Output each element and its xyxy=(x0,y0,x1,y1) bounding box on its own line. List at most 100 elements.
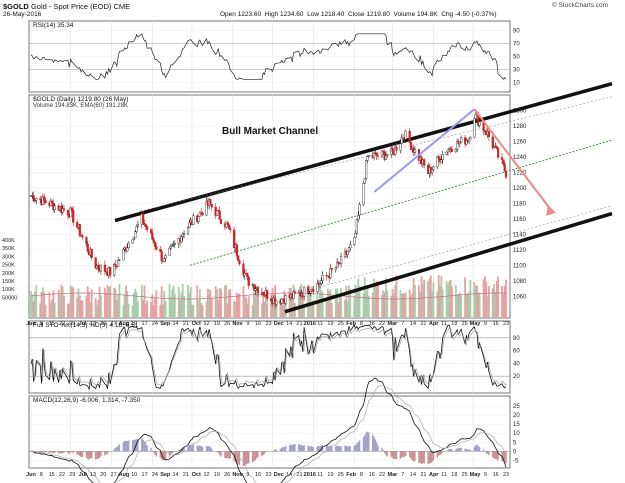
macd-hist-bar xyxy=(356,443,358,452)
volume-bar xyxy=(336,288,339,318)
volume-bar xyxy=(392,293,395,318)
x-label-price-34: 22 xyxy=(379,321,385,327)
macd-hist-bar xyxy=(419,451,421,464)
volume-bar xyxy=(133,292,135,318)
volume-bar xyxy=(402,292,404,318)
volume-bar xyxy=(151,294,154,318)
volume-bar xyxy=(105,293,108,318)
macd-hist-bar xyxy=(135,439,138,452)
macd-hist-bar xyxy=(160,451,163,460)
candle-body xyxy=(256,287,260,294)
sto-tick-1: 60 xyxy=(513,349,520,355)
macd-hist-bar xyxy=(321,445,324,452)
volume-bar xyxy=(385,278,387,318)
candle-body xyxy=(376,155,380,157)
volume-bar xyxy=(142,300,145,318)
candle-body xyxy=(478,121,481,126)
volume-bar xyxy=(78,295,81,318)
macd-hist-bar xyxy=(182,447,184,452)
macd-hist-bar xyxy=(137,439,139,452)
volume-bar xyxy=(97,299,100,318)
volume-bar xyxy=(440,275,443,318)
macd-hist-bar xyxy=(364,435,366,452)
candle-body xyxy=(44,200,47,204)
macd-hist-bar xyxy=(290,444,292,452)
volume-bar xyxy=(253,292,255,318)
macd-hist-bar xyxy=(191,445,193,452)
candle-body xyxy=(152,239,155,243)
volume-bar xyxy=(266,303,269,318)
volume-bar xyxy=(152,305,155,318)
volume-bar xyxy=(209,290,212,318)
candle-body xyxy=(246,273,249,278)
volume-bar xyxy=(210,297,213,318)
macd-hist-bar xyxy=(88,451,90,460)
macd-hist-bar xyxy=(344,445,346,452)
volume-bar xyxy=(154,298,156,318)
macd-hist-bar xyxy=(365,432,367,452)
volume-tick-1: 350K xyxy=(2,246,15,252)
volume-bar xyxy=(439,286,441,318)
x-label-price-40: 11 xyxy=(441,321,447,327)
candle-body xyxy=(143,223,146,225)
macd-hist-bar xyxy=(291,444,293,452)
candle-body xyxy=(382,150,385,153)
volume-bar xyxy=(412,277,415,318)
macd-hist-bar xyxy=(50,451,52,453)
macd-hist-bar xyxy=(255,451,258,459)
x-label-macd-33: 16 xyxy=(369,472,375,478)
macd-hist-bar xyxy=(61,451,64,454)
volume-bar xyxy=(81,300,84,318)
macd-hist-bar xyxy=(189,444,192,452)
x-label-macd-38: 21 xyxy=(420,472,426,478)
macd-hist-bar xyxy=(106,451,109,454)
volume-bar xyxy=(106,285,109,318)
macd-hist-bar xyxy=(331,445,333,452)
candle-body xyxy=(321,275,324,281)
macd-hist-bar xyxy=(59,451,61,454)
volume-bar xyxy=(482,279,485,318)
candle-body xyxy=(391,147,394,152)
volume-bar xyxy=(449,279,452,318)
volume-bar xyxy=(349,288,352,318)
volume-bar xyxy=(235,292,238,318)
volume-bar xyxy=(218,287,221,318)
macd-hist-bar xyxy=(284,445,287,452)
x-label-price-6: 13 xyxy=(90,321,96,327)
rsi-tick-1: 70 xyxy=(513,42,520,48)
candle-body xyxy=(330,268,333,270)
volume-bar xyxy=(473,282,476,318)
macd-hist-bar xyxy=(253,451,255,462)
volume-tick-3: 250K xyxy=(2,263,15,269)
volume-bar xyxy=(123,295,126,318)
candle-body xyxy=(500,157,504,160)
rsi-line xyxy=(30,33,507,80)
volume-bar xyxy=(367,296,370,318)
macd-hist-bar xyxy=(141,438,143,452)
macd-hist-bar xyxy=(104,451,106,456)
volume-tick-5: 150K xyxy=(2,279,15,285)
volume-bar xyxy=(115,300,118,318)
x-label-macd-34: 22 xyxy=(379,472,385,478)
volume-bar xyxy=(436,291,439,318)
candle-body xyxy=(131,239,134,244)
candle-body xyxy=(35,198,38,201)
volume-bar xyxy=(39,303,42,318)
volume-bar xyxy=(460,295,463,318)
x-label-price-9: Aug xyxy=(119,321,130,327)
volume-bar xyxy=(365,291,368,318)
macd-hist-bar xyxy=(275,449,278,452)
candle-body xyxy=(449,147,452,150)
macd-hist-bar xyxy=(150,447,152,452)
macd-hist-bar xyxy=(225,451,227,459)
x-label-macd-44: 9 xyxy=(484,472,487,478)
macd-hist-bar xyxy=(98,451,101,458)
channel-inner-lower xyxy=(299,205,613,293)
macd-hist-bar xyxy=(133,440,135,452)
macd-hist-bar xyxy=(254,451,257,461)
macd-hist-bar xyxy=(474,445,477,452)
macd-hist-bar xyxy=(60,451,63,454)
candle-body xyxy=(380,150,384,157)
x-label-macd-5: Jul xyxy=(79,472,87,478)
macd-hist-bar xyxy=(357,442,359,452)
